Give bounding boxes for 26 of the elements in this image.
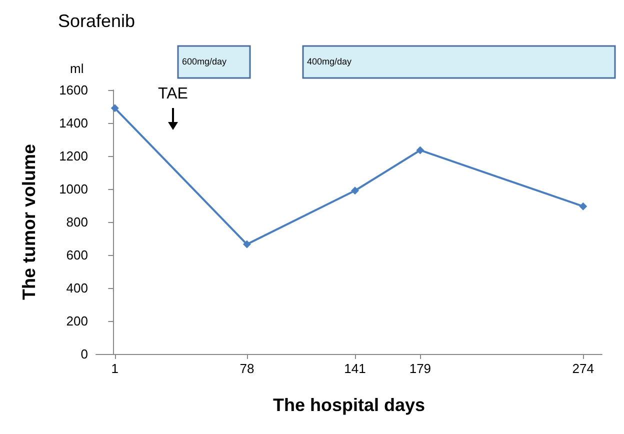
x-tick-label: 274 — [572, 361, 594, 376]
text: 400mg/day — [307, 56, 352, 66]
point — [242, 240, 251, 248]
point — [351, 186, 360, 195]
x-tick-label: 179 — [409, 361, 432, 376]
y-axis-title: The tumor volume — [19, 144, 39, 300]
y-tick-label: 600 — [66, 248, 88, 262]
y-tick-label: 0 — [80, 346, 88, 362]
text: ml — [70, 61, 84, 76]
text: 600mg/day — [182, 56, 228, 66]
text: Sorafenib — [58, 11, 136, 31]
point — [416, 146, 424, 154]
y-tick-label: 400 — [66, 280, 88, 296]
y-tick-label: 800 — [66, 214, 88, 230]
annotation: TAE — [158, 86, 188, 102]
x-tick-label: 1 — [111, 361, 118, 376]
y-tick-label: 1400 — [59, 116, 88, 130]
point — [579, 202, 588, 210]
x-tick-label: 141 — [344, 361, 366, 376]
y-tick-label: 1000 — [59, 182, 88, 196]
x-tick-label: 78 — [240, 361, 254, 376]
y-tick-label: 1600 — [59, 82, 88, 98]
point — [110, 104, 119, 112]
y-tick-label: 1200 — [59, 148, 88, 164]
y-tick-label: 200 — [66, 314, 88, 328]
x-axis-title: The hospital days — [272, 395, 426, 415]
